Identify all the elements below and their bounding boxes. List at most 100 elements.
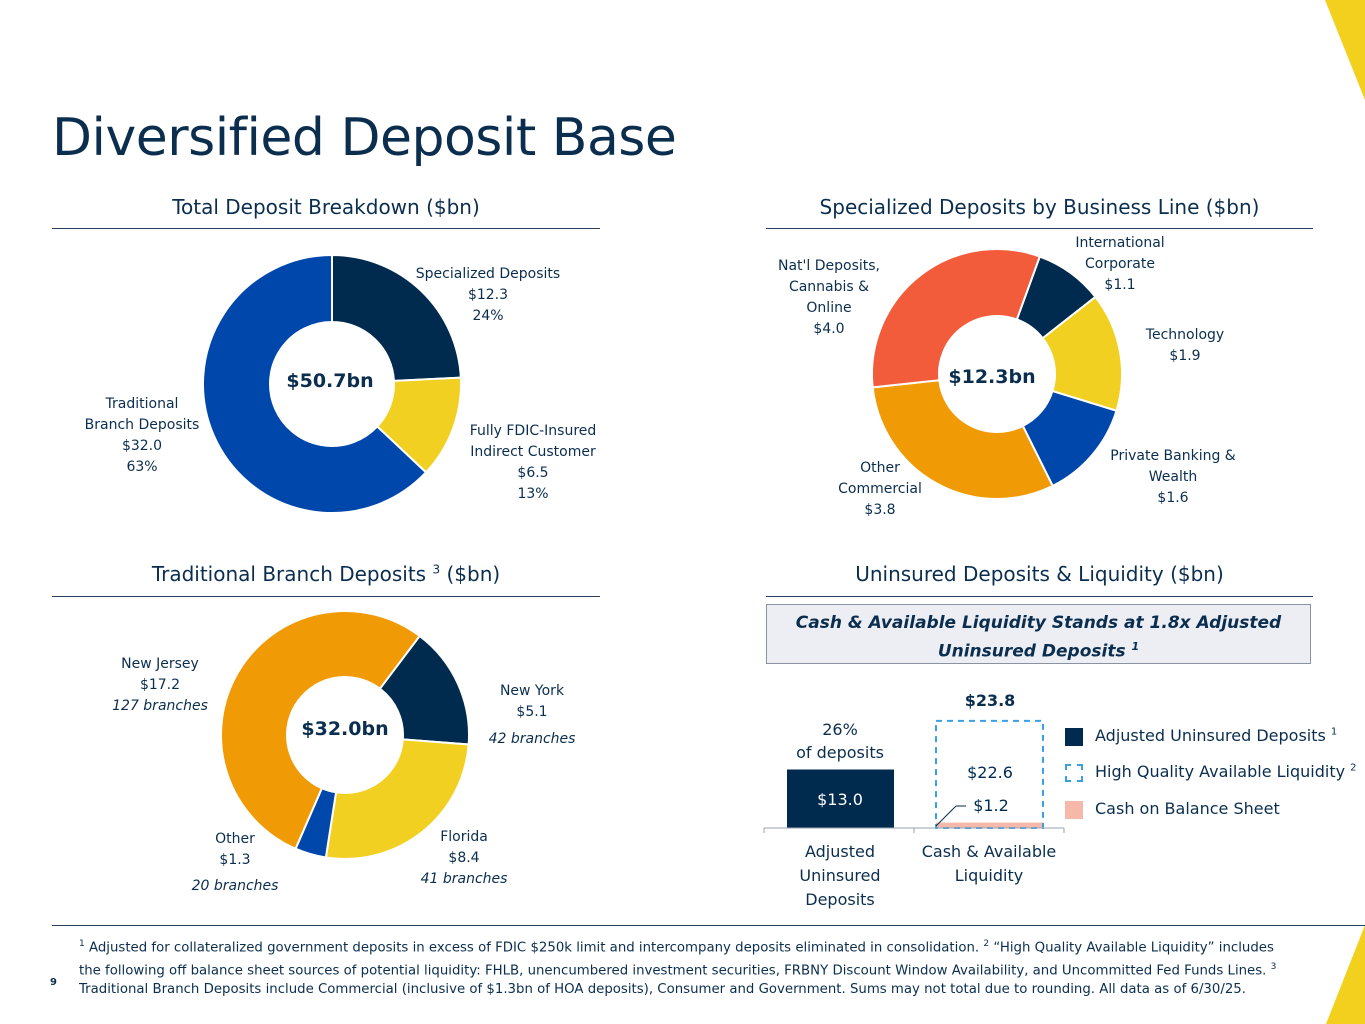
- category-line: Cash & Available: [921, 842, 1057, 861]
- callout-sup: 1: [1131, 640, 1140, 653]
- legend-text: Adjusted Uninsured Deposits 1: [1095, 726, 1337, 745]
- chart3-title-sup: 3: [432, 562, 441, 577]
- chart4-rule: [766, 596, 1313, 597]
- label-line: 63%: [126, 459, 158, 475]
- legend-sup: 1: [1330, 726, 1338, 738]
- chart2-title: Specialized Deposits by Business Line ($…: [819, 195, 1260, 219]
- corner-accent-bottom: [1326, 925, 1365, 1024]
- label-line: 20 branches: [191, 878, 279, 894]
- label-line: $5.1: [516, 704, 548, 720]
- callout-line2-text: Uninsured Deposits: [937, 641, 1126, 662]
- legend-swatch-pink: [1065, 801, 1083, 819]
- label-line: $1.1: [1104, 277, 1136, 293]
- footnote-text: Traditional Branch Deposits include Comm…: [79, 981, 1096, 997]
- label-line: Corporate: [1085, 256, 1155, 272]
- chart3-title-text: Traditional Branch Deposits: [151, 562, 427, 586]
- category-adjusted-uninsured: Adjusted Uninsured Deposits: [780, 840, 900, 912]
- label-line: Commercial: [838, 481, 922, 497]
- label-florida: Florida $8.4 41 branches: [414, 827, 514, 890]
- legend-swatch-dashed: [1065, 764, 1083, 782]
- corner-accent-top: [1325, 0, 1365, 100]
- callout-line2: Uninsured Deposits 1: [767, 635, 1310, 664]
- label-line: $17.2: [139, 677, 181, 693]
- label-line: Other: [215, 831, 255, 847]
- footnote-text: “High Quality Available Liquidity”: [993, 940, 1215, 956]
- chart2-rule: [766, 228, 1313, 229]
- footnote-text: Fed Funds Lines.: [1156, 963, 1267, 979]
- label-natl-deposits: Nat'l Deposits, Cannabis & Online $4.0: [769, 256, 889, 340]
- label-line: $8.4: [448, 850, 480, 866]
- chart3-title: Traditional Branch Deposits 3 ($bn): [52, 562, 600, 586]
- label-line: $12.3: [467, 287, 509, 303]
- label-line: $32.0: [121, 438, 163, 454]
- label-line: 42 branches: [488, 731, 576, 747]
- label-other-commercial: Other Commercial $3.8: [825, 458, 935, 521]
- slice-florida: [324, 738, 470, 860]
- label-line: 41 branches: [420, 871, 508, 887]
- label-line: Private Banking &: [1110, 448, 1236, 464]
- label-line: Technology: [1145, 327, 1225, 343]
- category-line: Deposits: [805, 890, 875, 909]
- label-line: Florida: [440, 829, 488, 845]
- label-line: $4.0: [813, 321, 845, 337]
- bar-value-label: $22.6: [967, 763, 1013, 782]
- label-international-corporate: International Corporate $1.1: [1060, 233, 1180, 296]
- specialized-deposits-donut: [871, 248, 1123, 500]
- label-private-banking: Private Banking & Wealth $1.6: [1103, 446, 1243, 509]
- chart4-title: Uninsured Deposits & Liquidity ($bn): [855, 562, 1224, 586]
- label-new-york: New York $5.1 42 branches: [482, 681, 582, 750]
- bar-annotation: 26% of deposits: [780, 718, 900, 764]
- label-line: $1.3: [219, 852, 251, 868]
- annotation-line: of deposits: [796, 743, 884, 762]
- uninsured-liquidity-bar-chart: $13.0 $22.6 $1.2: [763, 719, 1065, 833]
- label-fdic-insured: Fully FDIC-Insured Indirect Customer $6.…: [458, 421, 608, 505]
- legend-label: High Quality Available Liquidity: [1095, 762, 1346, 781]
- label-line: $3.8: [864, 502, 896, 518]
- slice-traditional-branch-deposits: [202, 254, 428, 514]
- liquidity-callout: Cash & Available Liquidity Stands at 1.8…: [766, 604, 1311, 664]
- label-line: 24%: [472, 308, 504, 324]
- label-technology: Technology $1.9: [1135, 325, 1235, 367]
- bar-cash-balance-sheet: [936, 822, 1043, 828]
- category-cash-liquidity: Cash & Available Liquidity: [914, 840, 1064, 888]
- footer-rule: [52, 925, 1365, 926]
- footnote-text: All data as of 6/30/25.: [1099, 981, 1246, 997]
- label-line: $1.9: [1169, 348, 1201, 364]
- chart3-center-label: $32.0bn: [301, 718, 389, 740]
- label-line: New Jersey: [121, 656, 199, 672]
- page-number: 9: [50, 977, 57, 988]
- footnote-sup: 3: [1270, 961, 1277, 972]
- chart3-rule: [52, 596, 600, 597]
- branch-deposits-donut: [220, 610, 470, 860]
- cash-leader-line: [935, 805, 957, 827]
- category-line: Liquidity: [954, 866, 1024, 885]
- label-line: Indirect Customer: [470, 444, 596, 460]
- callout-line1: Cash & Available Liquidity Stands at 1.8…: [795, 613, 1282, 633]
- label-line: Online: [806, 300, 852, 316]
- chart1-title: Total Deposit Breakdown ($bn): [172, 195, 480, 219]
- label-line: $1.6: [1157, 490, 1189, 506]
- label-line: 13%: [517, 486, 549, 502]
- slice-new-jersey: [220, 610, 422, 851]
- label-specialized-deposits: Specialized Deposits $12.3 24%: [408, 264, 568, 327]
- label-line: $6.5: [517, 465, 549, 481]
- label-line: Other: [860, 460, 900, 476]
- legend-label: Cash on Balance Sheet: [1095, 799, 1280, 818]
- footnote-sup: 1: [79, 939, 85, 949]
- chart1-center-label: $50.7bn: [286, 370, 374, 392]
- label-line: Branch Deposits: [84, 417, 200, 433]
- category-line: Uninsured: [799, 866, 881, 885]
- bar-adjusted-uninsured: [787, 769, 894, 828]
- bar-total-label: $23.8: [964, 691, 1016, 710]
- legend-text: High Quality Available Liquidity 2: [1095, 762, 1357, 781]
- label-line: Wealth: [1148, 469, 1198, 485]
- chart3-title-suffix: ($bn): [446, 562, 501, 586]
- label-new-jersey: New Jersey $17.2 127 branches: [100, 654, 220, 717]
- slice-nat-l-deposits-cannabis-online: [871, 248, 1042, 389]
- label-line: Fully FDIC-Insured: [469, 423, 597, 439]
- label-line: International: [1075, 235, 1165, 251]
- footnote-text: includes the following off balance sheet…: [79, 940, 1274, 979]
- footnote-text: Adjusted for collateralized government d…: [88, 940, 980, 956]
- legend-swatch-navy: [1065, 728, 1083, 746]
- page-title: Diversified Deposit Base: [52, 108, 677, 168]
